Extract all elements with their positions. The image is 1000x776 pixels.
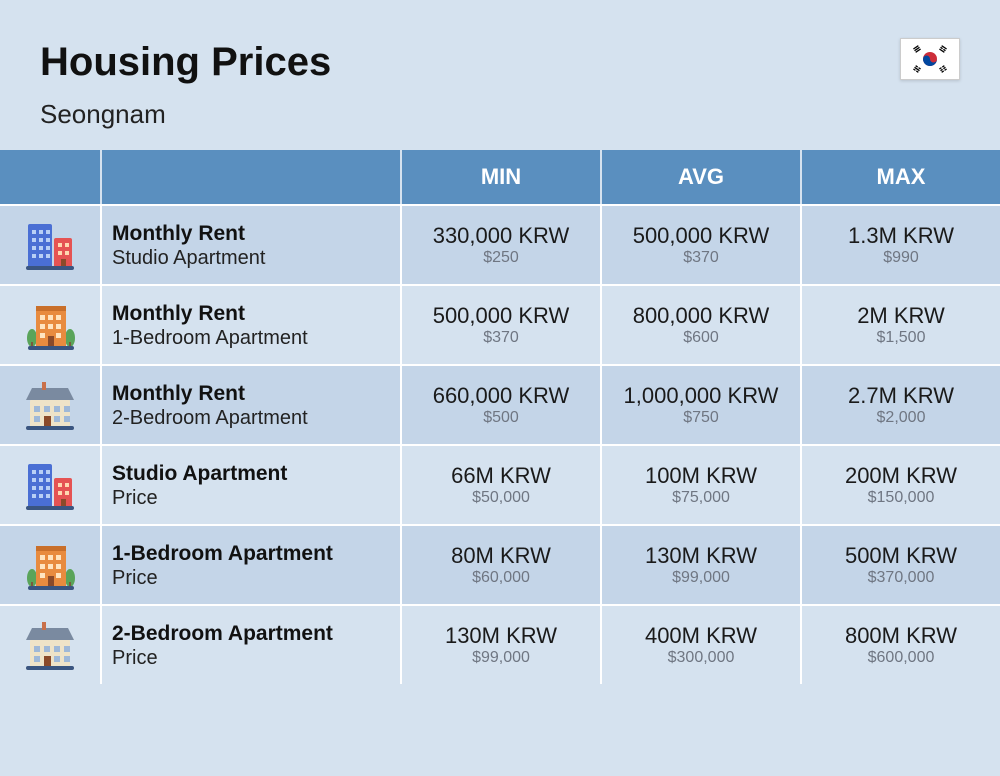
table-body: Monthly RentStudio Apartment330,000 KRW$… [0,204,1000,684]
max-krw: 2.7M KRW [848,383,954,408]
row-label-primary: Monthly Rent [112,222,392,246]
max-usd: $370,000 [868,568,935,589]
min-cell: 80M KRW$60,000 [400,524,600,604]
table-row: Monthly Rent2-Bedroom Apartment660,000 K… [0,364,1000,444]
row-label: 2-Bedroom ApartmentPrice [100,604,400,684]
avg-usd: $600 [683,328,719,349]
row-label-secondary: 1-Bedroom Apartment [112,327,392,350]
max-usd: $150,000 [868,488,935,509]
row-label-secondary: Price [112,647,392,670]
max-krw: 800M KRW [845,623,957,648]
max-cell: 2M KRW$1,500 [800,284,1000,364]
min-cell: 66M KRW$50,000 [400,444,600,524]
table-row: 2-Bedroom ApartmentPrice130M KRW$99,0004… [0,604,1000,684]
row-label-primary: Studio Apartment [112,462,392,486]
min-cell: 500,000 KRW$370 [400,284,600,364]
min-krw: 66M KRW [451,463,551,488]
building-orange-icon [0,524,100,604]
row-label-secondary: Price [112,487,392,510]
max-usd: $2,000 [877,408,926,429]
avg-usd: $300,000 [668,648,735,669]
min-usd: $99,000 [472,648,530,669]
max-usd: $600,000 [868,648,935,669]
building-3-icon [0,444,100,524]
avg-krw: 100M KRW [645,463,757,488]
avg-krw: 800,000 KRW [633,303,770,328]
table-row: Monthly RentStudio Apartment330,000 KRW$… [0,204,1000,284]
avg-usd: $370 [683,248,719,269]
max-krw: 2M KRW [857,303,945,328]
min-usd: $250 [483,248,519,269]
col-max: MAX [800,150,1000,204]
row-label-primary: 1-Bedroom Apartment [112,542,392,566]
col-min: MIN [400,150,600,204]
max-cell: 1.3M KRW$990 [800,204,1000,284]
table-header-row: MIN AVG MAX [0,150,1000,204]
max-cell: 200M KRW$150,000 [800,444,1000,524]
row-label: 1-Bedroom ApartmentPrice [100,524,400,604]
min-krw: 500,000 KRW [433,303,570,328]
row-label-secondary: Studio Apartment [112,247,392,270]
row-label-secondary: 2-Bedroom Apartment [112,407,392,430]
avg-cell: 500,000 KRW$370 [600,204,800,284]
building-3-icon [0,204,100,284]
avg-cell: 100M KRW$75,000 [600,444,800,524]
col-avg: AVG [600,150,800,204]
min-usd: $50,000 [472,488,530,509]
max-krw: 500M KRW [845,543,957,568]
min-cell: 330,000 KRW$250 [400,204,600,284]
avg-krw: 130M KRW [645,543,757,568]
max-krw: 200M KRW [845,463,957,488]
avg-cell: 1,000,000 KRW$750 [600,364,800,444]
max-krw: 1.3M KRW [848,223,954,248]
row-label: Monthly Rent1-Bedroom Apartment [100,284,400,364]
max-cell: 2.7M KRW$2,000 [800,364,1000,444]
min-cell: 660,000 KRW$500 [400,364,600,444]
avg-usd: $750 [683,408,719,429]
min-usd: $60,000 [472,568,530,589]
row-label-primary: 2-Bedroom Apartment [112,622,392,646]
min-krw: 80M KRW [451,543,551,568]
min-usd: $500 [483,408,519,429]
max-cell: 500M KRW$370,000 [800,524,1000,604]
max-cell: 800M KRW$600,000 [800,604,1000,684]
avg-krw: 500,000 KRW [633,223,770,248]
row-label: Studio ApartmentPrice [100,444,400,524]
page-header: Housing Prices Seongnam [0,0,1000,150]
avg-krw: 1,000,000 KRW [624,383,779,408]
prices-table: MIN AVG MAX Monthly RentStudio Apartment… [0,150,1000,684]
house-icon [0,604,100,684]
page-subtitle: Seongnam [40,99,960,130]
page-title: Housing Prices [40,40,960,85]
row-label-secondary: Price [112,567,392,590]
avg-usd: $99,000 [672,568,730,589]
building-orange-icon [0,284,100,364]
min-krw: 660,000 KRW [433,383,570,408]
min-cell: 130M KRW$99,000 [400,604,600,684]
min-krw: 130M KRW [445,623,557,648]
avg-cell: 130M KRW$99,000 [600,524,800,604]
table-row: 1-Bedroom ApartmentPrice80M KRW$60,00013… [0,524,1000,604]
col-blank-2 [100,150,400,204]
avg-cell: 800,000 KRW$600 [600,284,800,364]
row-label-primary: Monthly Rent [112,302,392,326]
max-usd: $990 [883,248,919,269]
avg-krw: 400M KRW [645,623,757,648]
max-usd: $1,500 [877,328,926,349]
min-usd: $370 [483,328,519,349]
col-blank-1 [0,150,100,204]
min-krw: 330,000 KRW [433,223,570,248]
table-row: Monthly Rent1-Bedroom Apartment500,000 K… [0,284,1000,364]
avg-cell: 400M KRW$300,000 [600,604,800,684]
avg-usd: $75,000 [672,488,730,509]
korea-flag-icon [900,38,960,80]
house-icon [0,364,100,444]
row-label: Monthly Rent2-Bedroom Apartment [100,364,400,444]
row-label: Monthly RentStudio Apartment [100,204,400,284]
table-row: Studio ApartmentPrice66M KRW$50,000100M … [0,444,1000,524]
row-label-primary: Monthly Rent [112,382,392,406]
